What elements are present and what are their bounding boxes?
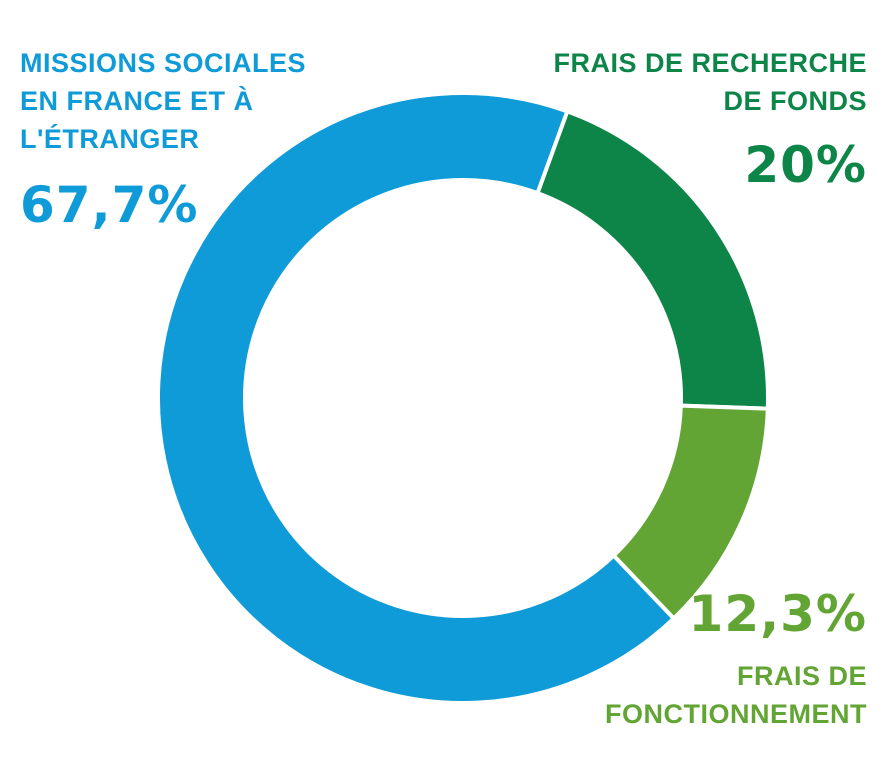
value-label-recherche: 20% xyxy=(744,136,867,194)
slice-fonctionnement xyxy=(610,403,770,622)
label-missions-sociales: MISSIONS SOCIALES EN FRANCE ET À L'ÉTRAN… xyxy=(20,44,350,234)
label-fonctionnement: 12,3% FRAIS DE FONCTIONNEMENT xyxy=(567,585,867,733)
category-label-fonctionnement: FRAIS DE FONCTIONNEMENT xyxy=(605,661,867,729)
slice-missions xyxy=(156,91,677,705)
category-label-recherche: FRAIS DE RECHERCHE DE FONDS xyxy=(553,48,867,116)
value-label-missions: 67,7% xyxy=(20,176,199,234)
value-label-fonctionnement: 12,3% xyxy=(688,585,867,643)
category-label-missions: MISSIONS SOCIALES EN FRANCE ET À L'ÉTRAN… xyxy=(20,48,307,154)
label-recherche-fonds: FRAIS DE RECHERCHE DE FONDS 20% xyxy=(547,44,867,194)
